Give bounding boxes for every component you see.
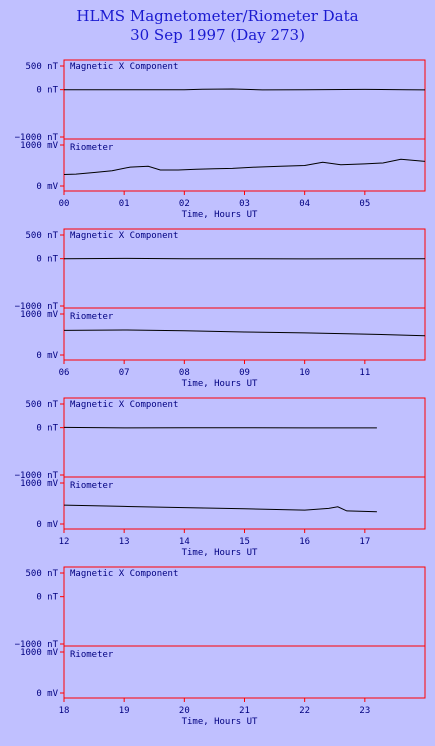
- rio-panel-label: Riometer: [70, 481, 114, 491]
- rio-panel-frame: [63, 138, 426, 192]
- mag-tick-label: 500 nT: [25, 400, 58, 410]
- x-tick-label: 18: [59, 706, 70, 716]
- rio-series-line: [63, 158, 426, 175]
- x-tick-label: 22: [299, 706, 310, 716]
- mag-panel-label: Magnetic X Component: [70, 400, 178, 410]
- x-tick-label: 04: [299, 199, 310, 209]
- chart-title: HLMS Magnetometer/Riometer Data: [76, 7, 359, 25]
- x-tick-label: 17: [359, 537, 370, 547]
- rio-tick-label: 1000 mV: [20, 479, 59, 489]
- mag-panel-label: Magnetic X Component: [70, 62, 178, 72]
- x-tick-label: 10: [299, 368, 310, 378]
- x-tick-label: 21: [239, 706, 250, 716]
- x-tick-label: 05: [359, 199, 370, 209]
- mag-series-line: [63, 257, 425, 260]
- rio-series-line: [63, 329, 426, 337]
- mag-tick-label: −1000 nT: [15, 302, 59, 312]
- x-tick-label: 23: [359, 706, 370, 716]
- rio-tick-label: 1000 mV: [20, 141, 59, 151]
- rio-series-line: [63, 504, 377, 513]
- x-tick-label: 08: [179, 368, 190, 378]
- x-tick-label: 20: [179, 706, 190, 716]
- x-axis-label: Time, Hours UT: [182, 379, 258, 389]
- rio-tick-label: 0 mV: [36, 689, 58, 699]
- x-tick-label: 00: [59, 199, 70, 209]
- mag-panel-label: Magnetic X Component: [70, 231, 178, 241]
- x-axis-label: Time, Hours UT: [182, 210, 258, 220]
- rio-tick-label: 1000 mV: [20, 310, 59, 320]
- x-tick-label: 11: [359, 368, 370, 378]
- chart-subtitle: 30 Sep 1997 (Day 273): [130, 26, 305, 44]
- x-axis-label: Time, Hours UT: [182, 717, 258, 727]
- mag-series-line: [64, 88, 426, 91]
- x-tick-label: 12: [59, 537, 70, 547]
- x-tick-label: 13: [119, 537, 130, 547]
- mag-tick-label: 0 nT: [36, 424, 58, 434]
- x-tick-label: 01: [119, 199, 130, 209]
- rio-panel-label: Riometer: [70, 312, 114, 322]
- x-tick-label: 19: [119, 706, 130, 716]
- rio-panel-frame: [63, 645, 426, 699]
- x-tick-label: 03: [239, 199, 250, 209]
- x-tick-label: 16: [299, 537, 310, 547]
- x-tick-label: 07: [119, 368, 130, 378]
- mag-series-line: [63, 426, 377, 429]
- mag-tick-label: 500 nT: [25, 231, 58, 241]
- mag-tick-label: 500 nT: [25, 569, 58, 579]
- mag-tick-label: −1000 nT: [15, 133, 59, 143]
- mag-panel-label: Magnetic X Component: [70, 569, 178, 579]
- rio-tick-label: 0 mV: [36, 182, 58, 192]
- rio-panel-label: Riometer: [70, 650, 114, 660]
- x-axis-label: Time, Hours UT: [182, 548, 258, 558]
- rio-tick-label: 0 mV: [36, 520, 58, 530]
- x-tick-label: 14: [179, 537, 190, 547]
- rio-panel-frame: [63, 476, 426, 530]
- mag-tick-label: 0 nT: [36, 255, 58, 265]
- x-tick-label: 15: [239, 537, 250, 547]
- rio-tick-label: 0 mV: [36, 351, 58, 361]
- mag-tick-label: 0 nT: [36, 86, 58, 96]
- x-tick-label: 02: [179, 199, 190, 209]
- mag-tick-label: 500 nT: [25, 62, 58, 72]
- x-tick-label: 09: [239, 368, 250, 378]
- x-tick-label: 06: [59, 368, 70, 378]
- mag-tick-label: −1000 nT: [15, 471, 59, 481]
- rio-panel-label: Riometer: [70, 143, 114, 153]
- mag-tick-label: 0 nT: [36, 593, 58, 603]
- mag-tick-label: −1000 nT: [15, 640, 59, 650]
- rio-tick-label: 1000 mV: [20, 648, 59, 658]
